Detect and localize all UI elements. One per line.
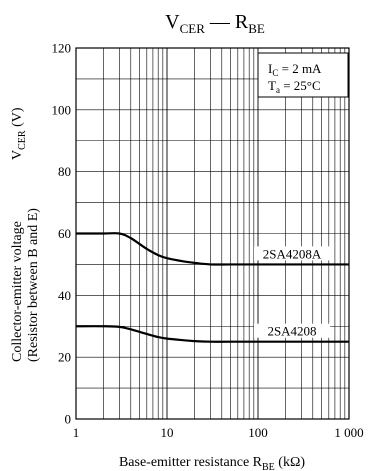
series-lines: [75, 232, 349, 343]
y-tick-label: 60: [58, 226, 71, 241]
y-axis-label-line1: Collector-emitter voltage: [10, 221, 25, 362]
x-tick-label: 1 000: [334, 425, 363, 440]
y-tick-label: 80: [58, 164, 71, 179]
x-tick-label: 1: [73, 425, 80, 440]
series-line-2SA4208A: [75, 232, 349, 266]
conditions-box: [257, 52, 349, 98]
y-tick-label: 20: [58, 350, 71, 365]
plot-frame: [75, 47, 350, 420]
series-label-2SA4208A: 2SA4208A: [263, 246, 322, 261]
x-tick-label: 10: [161, 425, 174, 440]
y-axis-label-symbol: VCER (V): [10, 107, 28, 160]
y-tick-label: 120: [52, 41, 72, 56]
tick-labels: 1 10 100 1 000 0 20 40 60 80 100 120: [52, 41, 364, 441]
y-tick-label: 40: [58, 288, 71, 303]
series-labels: 2SA4208A 2SA4208: [254, 246, 330, 339]
x-tick-label: 100: [248, 425, 268, 440]
y-axis-label-line2: (Resistor between B and E): [26, 208, 41, 362]
x-axis-label: Base-emitter resistance RBE (kΩ): [119, 455, 305, 471]
series-label-bg: [254, 323, 330, 338]
series-line-2SA4208: [75, 325, 349, 343]
condition-ic: IC = 2 mA: [268, 61, 322, 78]
y-tick-label: 0: [65, 412, 72, 427]
series-label-bg: [254, 246, 330, 261]
series-label-2SA4208: 2SA4208: [267, 324, 316, 339]
condition-ta: Ta = 25°C: [268, 78, 321, 95]
y-tick-label: 100: [52, 102, 72, 117]
chart-title: VCER — RBE: [165, 11, 265, 36]
